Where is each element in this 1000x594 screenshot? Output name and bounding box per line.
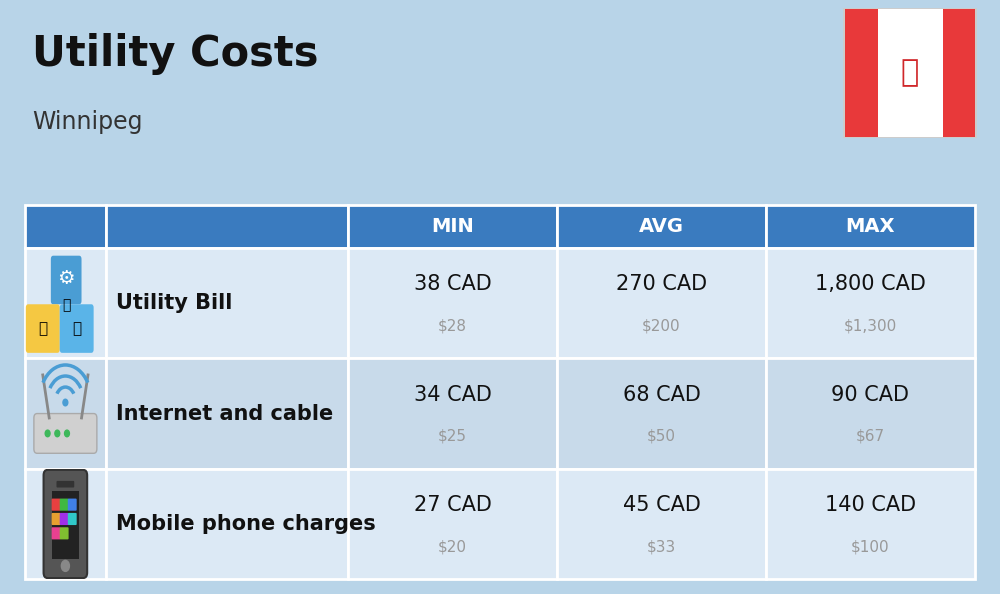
Text: Internet and cable: Internet and cable (116, 403, 333, 424)
Text: Mobile phone charges: Mobile phone charges (116, 514, 376, 534)
Text: $67: $67 (856, 429, 885, 444)
FancyBboxPatch shape (766, 248, 975, 358)
FancyBboxPatch shape (51, 255, 82, 304)
FancyBboxPatch shape (52, 491, 79, 560)
FancyBboxPatch shape (68, 498, 77, 511)
FancyBboxPatch shape (25, 469, 106, 579)
Text: $1,300: $1,300 (844, 318, 897, 333)
Text: ⚙: ⚙ (57, 269, 75, 288)
FancyBboxPatch shape (843, 8, 977, 138)
FancyBboxPatch shape (348, 205, 557, 248)
Text: $100: $100 (851, 539, 890, 554)
Text: $33: $33 (647, 539, 676, 554)
FancyBboxPatch shape (557, 248, 766, 358)
Circle shape (55, 430, 60, 437)
FancyBboxPatch shape (60, 498, 69, 511)
Circle shape (61, 560, 69, 571)
FancyBboxPatch shape (25, 205, 106, 248)
FancyBboxPatch shape (766, 205, 975, 248)
Circle shape (65, 430, 69, 437)
Circle shape (45, 430, 50, 437)
FancyBboxPatch shape (26, 304, 60, 353)
Text: 27 CAD: 27 CAD (414, 495, 491, 515)
FancyBboxPatch shape (845, 9, 878, 137)
FancyBboxPatch shape (60, 513, 69, 525)
FancyBboxPatch shape (942, 9, 975, 137)
Text: MAX: MAX (846, 217, 895, 236)
FancyBboxPatch shape (106, 469, 348, 579)
FancyBboxPatch shape (766, 358, 975, 469)
FancyBboxPatch shape (52, 513, 61, 525)
Text: 🔌: 🔌 (38, 321, 47, 336)
Circle shape (63, 399, 68, 406)
FancyBboxPatch shape (68, 513, 77, 525)
FancyBboxPatch shape (766, 469, 975, 579)
FancyBboxPatch shape (25, 358, 106, 469)
Text: 68 CAD: 68 CAD (623, 384, 700, 405)
FancyBboxPatch shape (557, 469, 766, 579)
FancyBboxPatch shape (557, 358, 766, 469)
Text: 🍁: 🍁 (901, 58, 919, 87)
Text: Winnipeg: Winnipeg (32, 110, 143, 134)
Text: 140 CAD: 140 CAD (825, 495, 916, 515)
FancyBboxPatch shape (34, 413, 97, 453)
Text: 💧: 💧 (72, 321, 81, 336)
Text: 90 CAD: 90 CAD (831, 384, 909, 405)
FancyBboxPatch shape (348, 358, 557, 469)
FancyBboxPatch shape (106, 205, 348, 248)
FancyBboxPatch shape (60, 304, 94, 353)
Text: 🧑: 🧑 (62, 298, 70, 312)
FancyBboxPatch shape (845, 9, 975, 137)
Text: 45 CAD: 45 CAD (623, 495, 700, 515)
FancyBboxPatch shape (60, 527, 69, 539)
Text: AVG: AVG (639, 217, 684, 236)
Text: 38 CAD: 38 CAD (414, 274, 491, 294)
FancyBboxPatch shape (106, 358, 348, 469)
Text: 270 CAD: 270 CAD (616, 274, 707, 294)
Text: MIN: MIN (431, 217, 474, 236)
FancyBboxPatch shape (25, 248, 106, 358)
Text: $28: $28 (438, 318, 467, 333)
FancyBboxPatch shape (348, 469, 557, 579)
FancyBboxPatch shape (52, 498, 61, 511)
FancyBboxPatch shape (52, 527, 61, 539)
Text: $25: $25 (438, 429, 467, 444)
Text: $50: $50 (647, 429, 676, 444)
FancyBboxPatch shape (44, 470, 87, 578)
Text: Utility Costs: Utility Costs (32, 33, 318, 75)
FancyBboxPatch shape (557, 205, 766, 248)
Text: $200: $200 (642, 318, 681, 333)
Text: 34 CAD: 34 CAD (414, 384, 491, 405)
FancyBboxPatch shape (348, 248, 557, 358)
FancyBboxPatch shape (106, 248, 348, 358)
Text: 1,800 CAD: 1,800 CAD (815, 274, 926, 294)
Text: $20: $20 (438, 539, 467, 554)
Text: Utility Bill: Utility Bill (116, 293, 232, 313)
FancyBboxPatch shape (56, 481, 74, 488)
